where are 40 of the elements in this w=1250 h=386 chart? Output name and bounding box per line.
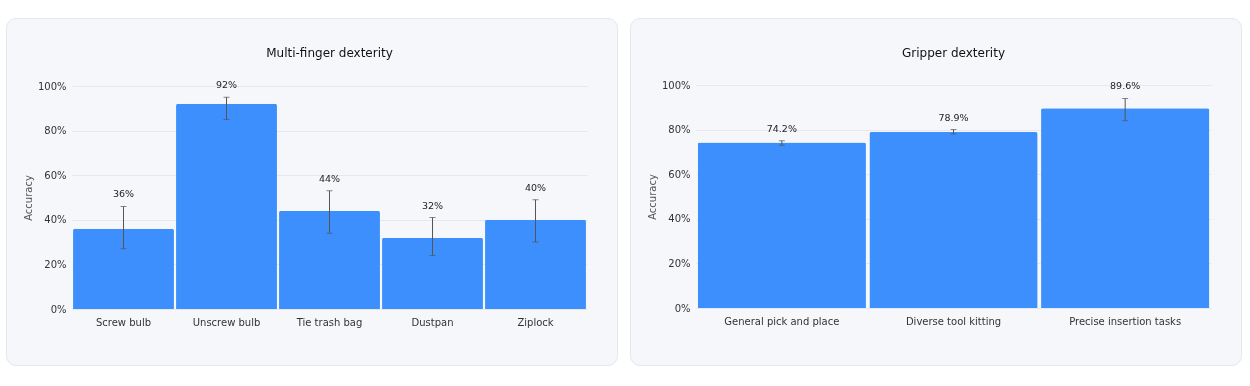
bar: [869, 132, 1038, 308]
y-tick-label: 80%: [44, 125, 67, 137]
bar: [697, 142, 866, 308]
y-tick-label: 100%: [37, 80, 67, 92]
x-tick-label: Precise insertion tasks: [1069, 315, 1182, 327]
y-tick-label: 20%: [44, 258, 67, 270]
bar: [73, 228, 174, 309]
y-axis-title: Accuracy: [22, 175, 34, 221]
bar: [485, 219, 586, 309]
y-axis-title: Accuracy: [646, 174, 658, 220]
y-tick-label: 0%: [50, 303, 67, 315]
y-tick-label: 100%: [661, 79, 691, 91]
data-label: 36%: [112, 188, 135, 200]
y-tick-label: 20%: [668, 257, 691, 269]
y-tick-label: 80%: [668, 124, 691, 136]
x-tick-label: Ziplock: [517, 316, 554, 328]
bar: [279, 210, 380, 309]
x-tick-label: Unscrew bulb: [192, 316, 261, 328]
bar: [176, 103, 277, 309]
y-tick-label: 0%: [674, 302, 691, 314]
data-label: 44%: [318, 172, 341, 184]
chart-title: Gripper dexterity: [902, 46, 1005, 60]
x-tick-label: Dustpan: [411, 316, 454, 328]
y-tick-label: 40%: [44, 214, 67, 226]
data-label: 40%: [524, 181, 547, 193]
data-label: 89.6%: [1110, 80, 1141, 92]
chart-title: Multi-finger dexterity: [266, 46, 393, 61]
y-tick-label: 40%: [668, 213, 691, 225]
x-tick-label: Screw bulb: [95, 316, 152, 328]
bar: [382, 237, 483, 309]
data-label: 78.9%: [938, 111, 969, 123]
bar: [1041, 108, 1210, 308]
y-tick-label: 60%: [44, 169, 67, 181]
y-tick-label: 60%: [668, 168, 691, 180]
data-label: 92%: [215, 79, 238, 91]
x-tick-label: Diverse tool kitting: [905, 315, 1002, 327]
x-tick-label: General pick and place: [724, 315, 840, 327]
data-label: 74.2%: [766, 122, 797, 134]
x-tick-label: Tie trash bag: [295, 316, 363, 328]
data-label: 32%: [421, 199, 444, 211]
